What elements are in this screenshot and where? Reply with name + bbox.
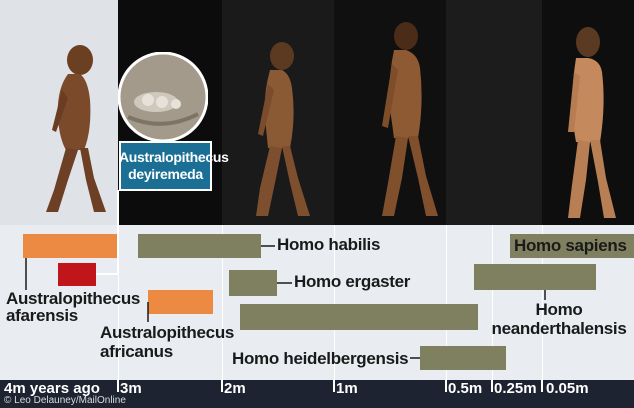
- gridline-2m: [222, 225, 223, 380]
- gridline-3m: [118, 225, 119, 380]
- tickmark-1m: [333, 380, 335, 392]
- gridline-0.5m: [446, 225, 447, 380]
- habilis-figure: [256, 42, 310, 216]
- label-neanderthalensis: Homo neanderthalensis: [491, 300, 627, 338]
- ergaster-figure: [382, 22, 438, 216]
- bar-africanus: [148, 290, 213, 314]
- tick-label-0.25m: 0.25m: [494, 380, 537, 397]
- label-heidelbergensis: Homo heidelbergensis: [232, 349, 409, 368]
- bar-neanderthalensis: [474, 264, 596, 290]
- label-afarensis: Australopithecus afarensis: [6, 289, 141, 325]
- tick-label-1m: 1m: [336, 380, 358, 397]
- bg-band-5: [446, 0, 542, 225]
- tickmark-0.25m: [491, 380, 493, 392]
- label-sapiens: Homo sapiens: [514, 236, 627, 255]
- gridline-0.05m: [542, 225, 543, 380]
- tickmark-0.05m: [541, 380, 543, 392]
- fossil-jaw-photo: [118, 52, 208, 142]
- label-ergaster: Homo ergaster: [294, 272, 411, 291]
- image-credit: © Leo Delauney/MailOnline: [4, 395, 126, 406]
- deyiremeda-callout-box: [119, 141, 212, 191]
- bar-deyiremeda: [58, 263, 96, 286]
- gridline-1m: [334, 225, 335, 380]
- time-axis: [0, 380, 634, 408]
- tick-label-2m: 2m: [224, 380, 246, 397]
- deyiremeda-callout-label: Australopithecus deyiremeda: [119, 149, 229, 182]
- afarensis-figure: [46, 45, 106, 212]
- bar-heidelbergensis: [240, 304, 478, 330]
- tickmark-2m: [221, 380, 223, 392]
- gridline-0.25m: [492, 225, 493, 380]
- label-africanus: Australopithecus africanus: [100, 323, 235, 361]
- bar-afarensis: [23, 234, 117, 258]
- sapiens-figure: [568, 27, 616, 218]
- tickmark-3m: [117, 380, 119, 392]
- bar-ergaster: [229, 270, 277, 296]
- tick-label-4m: 4m years ago: [4, 380, 100, 397]
- bar-heidelbergensis-late: [420, 346, 506, 370]
- bar-sapiens: [510, 234, 634, 258]
- tickmark-0.5m: [445, 380, 447, 392]
- tick-label-0.5m: 0.5m: [448, 380, 483, 397]
- tick-label-3m: 3m: [120, 380, 142, 397]
- label-habilis: Homo habilis: [277, 235, 381, 254]
- tick-label-0.05m: 0.05m: [546, 380, 589, 397]
- bar-habilis: [138, 234, 261, 258]
